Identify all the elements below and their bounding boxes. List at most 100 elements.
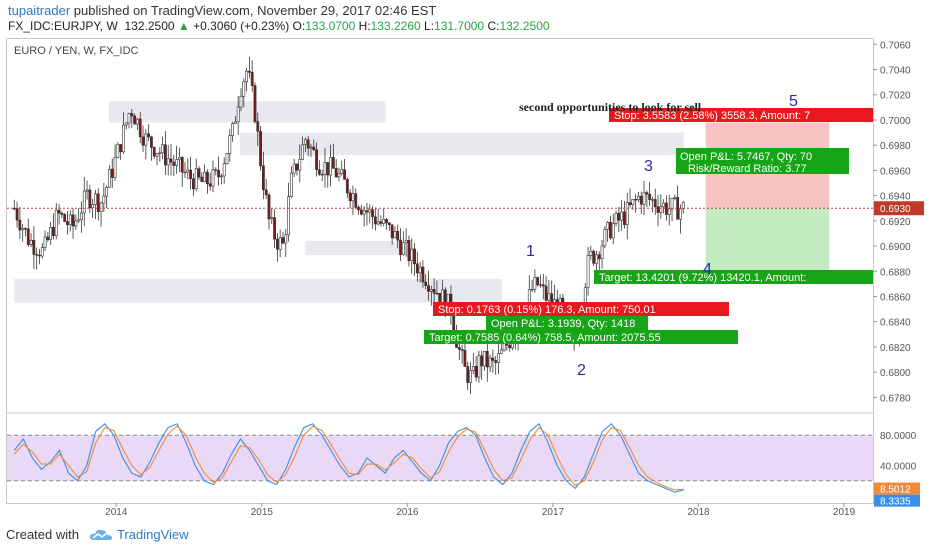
- candle-body: [113, 157, 117, 178]
- price-tick-label: 0.6960: [880, 166, 911, 177]
- candle-body: [150, 136, 153, 148]
- candle-body: [483, 350, 486, 367]
- ohlc-line: FX_IDC:EURJPY, W 132.2500 ▲ +0.3060 (+0.…: [8, 19, 550, 33]
- candle-body: [192, 178, 195, 190]
- wave-label-4: 4: [703, 261, 712, 278]
- candle-body: [609, 221, 612, 239]
- chart-title: EURO / YEN, W, FX_IDC: [14, 45, 139, 57]
- candle-body: [130, 113, 134, 117]
- candle-body: [256, 121, 260, 132]
- candle-body: [203, 171, 207, 182]
- candle-body: [110, 168, 114, 178]
- candle-body: [530, 288, 534, 291]
- target-zone: [705, 208, 830, 274]
- candle-body: [119, 144, 123, 153]
- candle-body: [206, 171, 209, 185]
- price-tick-label: 0.6820: [880, 343, 911, 354]
- long-stop-label-bg: [433, 302, 729, 316]
- candle-body: [631, 199, 635, 206]
- candle-body: [278, 237, 282, 250]
- candle-body: [88, 189, 92, 208]
- candle-body: [662, 202, 666, 208]
- candle-body: [158, 152, 162, 154]
- candle-body: [651, 199, 654, 201]
- candle-body: [404, 240, 408, 244]
- candle-body: [94, 193, 97, 205]
- time-tick-label: 2017: [542, 507, 565, 518]
- open-value: 133.0700: [305, 19, 356, 33]
- candle-body: [152, 147, 156, 157]
- sr-zone: [239, 132, 684, 156]
- price-tick-label: 0.6800: [880, 368, 911, 379]
- candle-body: [642, 192, 646, 205]
- candle-body: [634, 199, 638, 201]
- price-axis: 0.7060 0.7040 0.7020 0.7000 0.6980 0.6960 0.69…: [873, 40, 924, 404]
- candle-body: [424, 281, 428, 286]
- osc-tick-label: 40.0000: [880, 462, 917, 473]
- price-tick-label: 0.7060: [880, 40, 911, 51]
- candle-body: [617, 212, 621, 221]
- candle-body: [656, 206, 660, 213]
- candle-body: [494, 360, 498, 363]
- tradingview-brand-link[interactable]: TradingView: [117, 527, 189, 542]
- candle-body: [432, 289, 436, 294]
- candle-body: [169, 158, 173, 163]
- candle-body: [208, 183, 212, 187]
- low-label: L:: [424, 19, 435, 33]
- candle-body: [508, 344, 512, 349]
- candle-body: [247, 70, 251, 73]
- candle-body: [194, 168, 198, 190]
- candle-body: [620, 211, 624, 221]
- position-labels: Stop: 3.5583 (2.58%) 3558.3, Amount: 7 Op…: [424, 108, 873, 344]
- candle-body: [673, 197, 677, 199]
- candle-body: [665, 202, 668, 215]
- candle-body: [354, 193, 358, 208]
- candle-body: [303, 139, 307, 146]
- price-chart[interactable]: 0.7060 0.7040 0.7020 0.7000 0.6980 0.6960 0.69…: [0, 0, 932, 520]
- published-text: published on TradingView.com, November 2…: [73, 3, 437, 18]
- sr-zone: [305, 241, 400, 255]
- candle-body: [670, 198, 674, 210]
- candle-body: [351, 193, 355, 202]
- candle-body: [197, 168, 201, 178]
- candle-body: [306, 139, 310, 149]
- change-value: +0.3060 (+0.23%): [193, 19, 290, 33]
- candle-body: [186, 169, 190, 173]
- candle-body: [485, 350, 489, 368]
- high-value: 133.2260: [370, 19, 421, 33]
- created-with-label: Created with: [6, 527, 79, 542]
- price-tag: [874, 201, 924, 216]
- candle-body: [57, 209, 61, 214]
- candle-body: [368, 209, 372, 213]
- candle-body: [421, 266, 425, 283]
- price-tick-label: 0.7000: [880, 116, 911, 127]
- candle-body: [600, 245, 604, 260]
- candle-body: [211, 169, 215, 187]
- candle-body: [427, 285, 430, 292]
- candle-body: [606, 221, 610, 230]
- candle-body: [429, 289, 433, 292]
- author-link[interactable]: tupaitrader: [8, 3, 71, 18]
- candle-body: [463, 350, 467, 367]
- candle-body: [144, 133, 148, 146]
- time-tick-label: 2018: [687, 507, 710, 518]
- price-tick-label: 0.6880: [880, 267, 911, 278]
- close-value: 132.2500: [499, 19, 550, 33]
- candle-body: [323, 162, 327, 175]
- candle-body: [491, 357, 495, 361]
- candle-body: [340, 169, 344, 174]
- price-tick-label: 0.6840: [880, 318, 911, 329]
- price-tick-label: 0.6980: [880, 141, 911, 152]
- short-rr-label: Risk/Reward Ratio: 3.77: [688, 163, 807, 175]
- candle-body: [63, 214, 67, 222]
- candle-body: [544, 285, 548, 301]
- short-open-pl-label: Open P&L: 5.7467, Qty: 70: [680, 151, 812, 163]
- low-value: 131.7000: [434, 19, 485, 33]
- candle-body: [345, 179, 349, 194]
- candle-body: [595, 254, 598, 264]
- price-tick-label: 0.6920: [880, 217, 911, 228]
- candle-body: [343, 169, 346, 180]
- candle-body: [435, 292, 439, 295]
- candle-body: [172, 161, 176, 166]
- long-open-pl-label-bg: [486, 316, 648, 330]
